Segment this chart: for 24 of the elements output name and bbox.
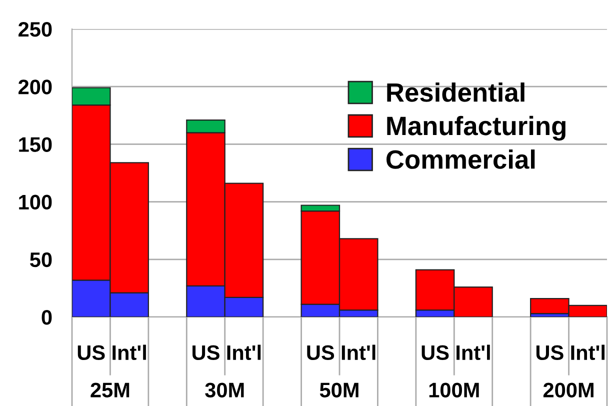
y-tick-label: 200 — [18, 80, 52, 94]
text: 30M — [205, 382, 244, 398]
y-tick-label: 100 — [19, 194, 52, 210]
y-tick-label: 150 — [19, 137, 52, 152]
legend-label: Residential — [387, 82, 524, 102]
text: 100M — [429, 382, 479, 398]
text: 200M — [543, 382, 594, 398]
x-tick-label: US — [78, 345, 105, 360]
text: 25M — [90, 382, 130, 398]
y-tick-label: 50 — [30, 252, 52, 268]
x-tick-label: Int'l — [456, 344, 490, 360]
x-tick-label: US — [536, 345, 564, 360]
legend-label: Commercial — [386, 149, 535, 169]
x-tick-label: US — [192, 345, 220, 360]
y-tick-label: 0 — [42, 310, 52, 325]
x-tick-label: US — [307, 345, 334, 360]
x-tick-label: US — [422, 345, 449, 360]
legend-label: Manufacturing — [387, 116, 566, 141]
x-tick-label: Int'l — [112, 344, 146, 360]
text: 50M — [320, 382, 358, 398]
x-tick-label: Int'l — [342, 344, 376, 360]
y-tick-label: 250 — [18, 22, 52, 37]
x-tick-label: Int'l — [571, 344, 605, 360]
x-tick-label: Int'l — [227, 344, 261, 360]
